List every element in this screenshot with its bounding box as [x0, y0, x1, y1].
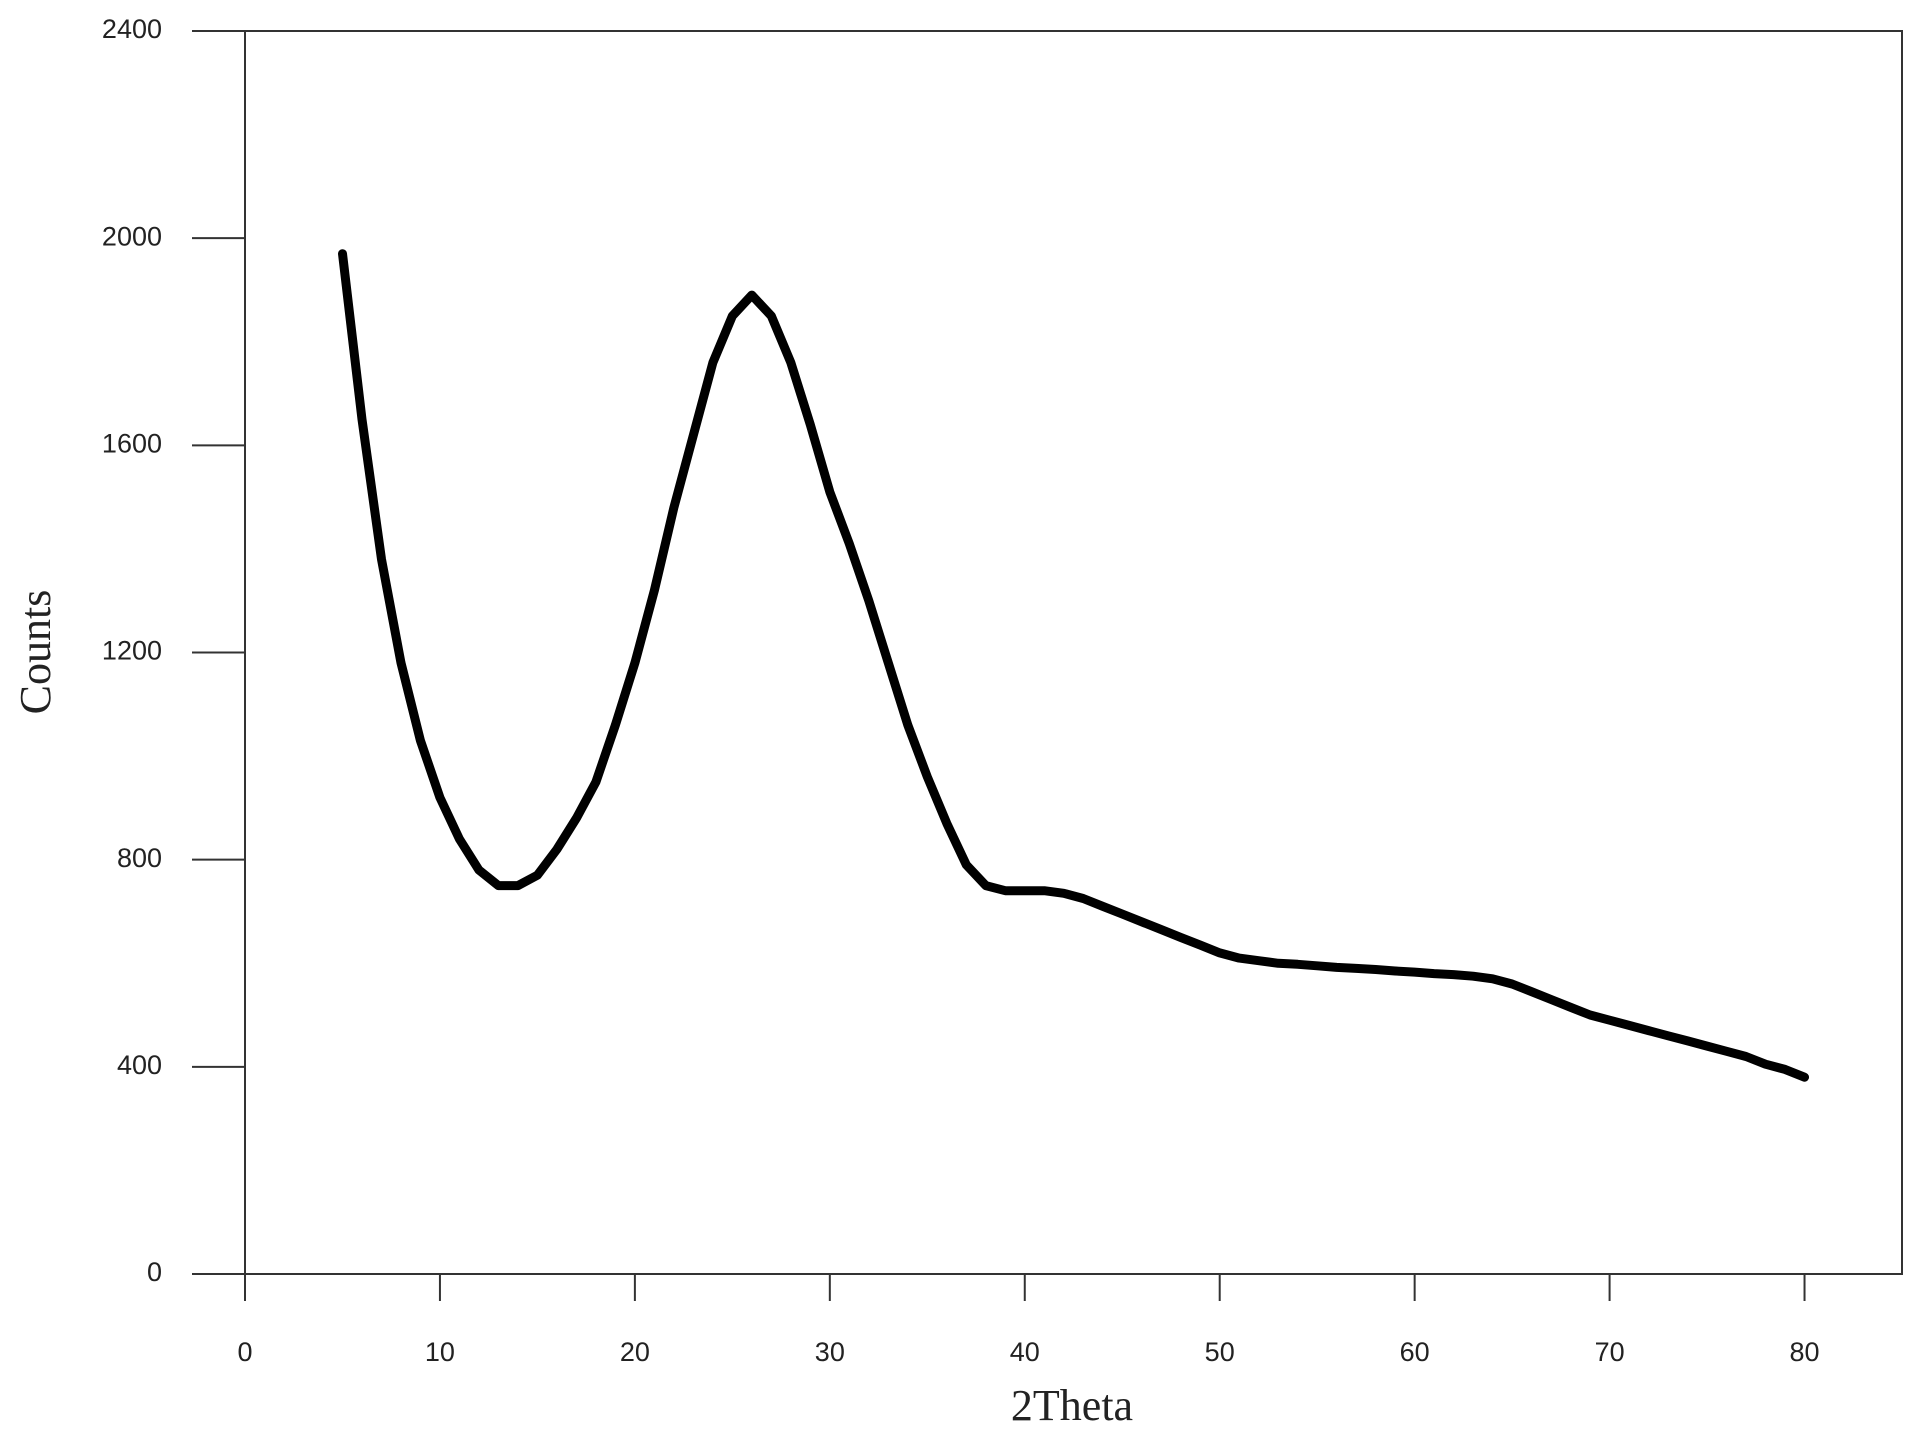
y-tick-label: 0 [147, 1257, 162, 1287]
y-tick-label: 400 [117, 1050, 162, 1080]
x-tick-label: 0 [237, 1337, 252, 1367]
y-tick-label: 1600 [102, 428, 162, 458]
x-tick-label: 60 [1400, 1337, 1430, 1367]
x-tick-label: 80 [1790, 1337, 1820, 1367]
x-tick-label: 10 [425, 1337, 455, 1367]
data-line [338, 249, 1809, 1082]
y-tick-label: 2000 [102, 221, 162, 251]
y-tick-label: 800 [117, 843, 162, 873]
x-tick-label: 50 [1205, 1337, 1235, 1367]
y-tick-label: 2400 [102, 14, 162, 44]
plot-frame [244, 30, 1903, 1275]
x-tick-label: 20 [620, 1337, 650, 1367]
y-tick-label: 1200 [102, 636, 162, 666]
y-axis-title: Counts [11, 590, 60, 715]
x-tick-label: 40 [1010, 1337, 1040, 1367]
x-tick-label: 70 [1595, 1337, 1625, 1367]
x-tick-label: 30 [815, 1337, 845, 1367]
x-axis-title: 2Theta [1011, 1381, 1133, 1430]
